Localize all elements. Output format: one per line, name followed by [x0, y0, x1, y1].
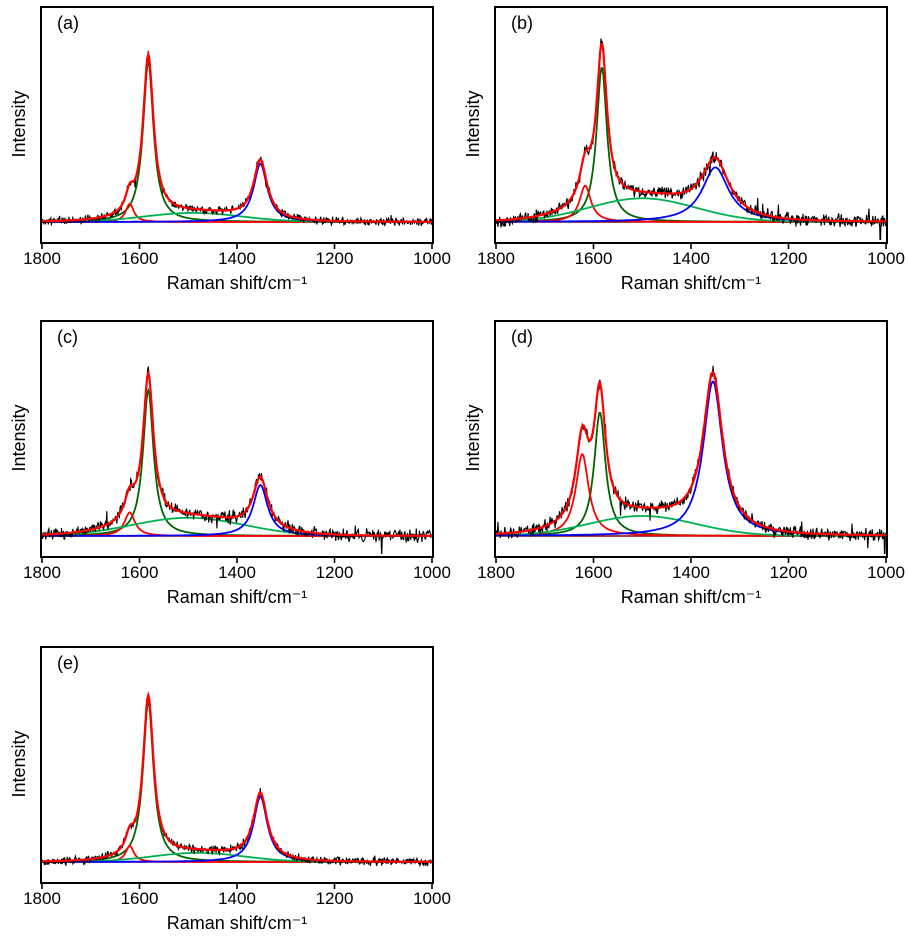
- x-tick-label: 1000: [413, 563, 451, 582]
- panel-label: (e): [57, 653, 79, 673]
- spectrum-panel-e: Intensity (e) 1800 1600 1400 1200 1000 Raman…: [0, 640, 454, 948]
- x-tick-label: 1600: [120, 563, 159, 582]
- x-tick-label: 1600: [120, 889, 159, 908]
- spectrum-panel-d: Intensity (d) 1800 1600 1400 1200 1000 Raman…: [454, 314, 908, 626]
- x-tick-label: 1200: [315, 889, 354, 908]
- x-tick-label: 1200: [315, 563, 354, 582]
- x-tick-labels: 1800 1600 1400 1200 1000: [23, 563, 451, 583]
- spectrum-panel-a: Intensity (a) 1800 1600 1400 1200 1000 Raman…: [0, 0, 454, 312]
- fit-curve: [496, 42, 886, 223]
- spectrum-panel-b: Intensity (b) 1800 1600 1400 1200 1000 Raman…: [454, 0, 908, 312]
- x-tick-label: 1400: [218, 563, 256, 582]
- x-tick-label: 1000: [867, 563, 905, 582]
- measured-spectrum: [42, 366, 432, 554]
- spectrum-plot: [494, 6, 888, 249]
- x-tick-label: 1400: [218, 889, 256, 908]
- x-tick-labels: 1800 1600 1400 1200 1000: [23, 249, 451, 269]
- spectrum-plot: [40, 320, 434, 563]
- x-tick-labels: 1800 1600 1400 1200 1000: [477, 563, 905, 583]
- fit-curve: [42, 369, 432, 537]
- x-tick-label: 1800: [23, 249, 61, 268]
- x-axis-label: Raman shift/cm⁻¹: [166, 273, 308, 293]
- panel-label: (d): [511, 327, 533, 347]
- x-axis-label: Raman shift/cm⁻¹: [620, 273, 762, 293]
- x-tick-labels: 1800 1600 1400 1200 1000: [23, 889, 451, 909]
- x-tick-label: 1400: [218, 249, 256, 268]
- x-tick-label: 1000: [413, 889, 451, 908]
- y-axis-label: Intensity: [9, 404, 29, 472]
- x-tick-label: 1400: [672, 249, 710, 268]
- spectrum-panel-c: Intensity (c) 1800 1600 1400 1200 1000 Raman…: [0, 314, 454, 626]
- spectrum-plot: [40, 6, 434, 249]
- fit-curve: [496, 371, 886, 537]
- y-axis-label: Intensity: [463, 404, 483, 472]
- fit-curve: [42, 691, 432, 863]
- x-axis-label: Raman shift/cm⁻¹: [166, 587, 308, 607]
- fit-curve: [42, 50, 432, 223]
- x-axis-label: Raman shift/cm⁻¹: [166, 913, 308, 933]
- panel-label: (a): [57, 13, 79, 33]
- x-tick-label: 1200: [769, 563, 808, 582]
- x-tick-label: 1600: [574, 563, 613, 582]
- x-tick-label: 1800: [477, 563, 515, 582]
- panel-label: (c): [57, 327, 78, 347]
- x-tick-labels: 1800 1600 1400 1200 1000: [477, 249, 905, 269]
- x-tick-label: 1600: [574, 249, 613, 268]
- spectrum-plot: [40, 646, 434, 889]
- x-tick-label: 1000: [413, 249, 451, 268]
- x-tick-label: 1200: [769, 249, 808, 268]
- panel-label: (b): [511, 13, 533, 33]
- x-axis-label: Raman shift/cm⁻¹: [620, 587, 762, 607]
- x-tick-label: 1800: [477, 249, 515, 268]
- x-tick-label: 1000: [867, 249, 905, 268]
- x-tick-label: 1600: [120, 249, 159, 268]
- x-tick-label: 1800: [23, 563, 61, 582]
- y-axis-label: Intensity: [9, 90, 29, 158]
- y-axis-label: Intensity: [9, 730, 29, 798]
- y-axis-label: Intensity: [463, 90, 483, 158]
- x-tick-label: 1400: [672, 563, 710, 582]
- spectrum-plot: [494, 320, 888, 563]
- x-tick-label: 1800: [23, 889, 61, 908]
- x-tick-label: 1200: [315, 249, 354, 268]
